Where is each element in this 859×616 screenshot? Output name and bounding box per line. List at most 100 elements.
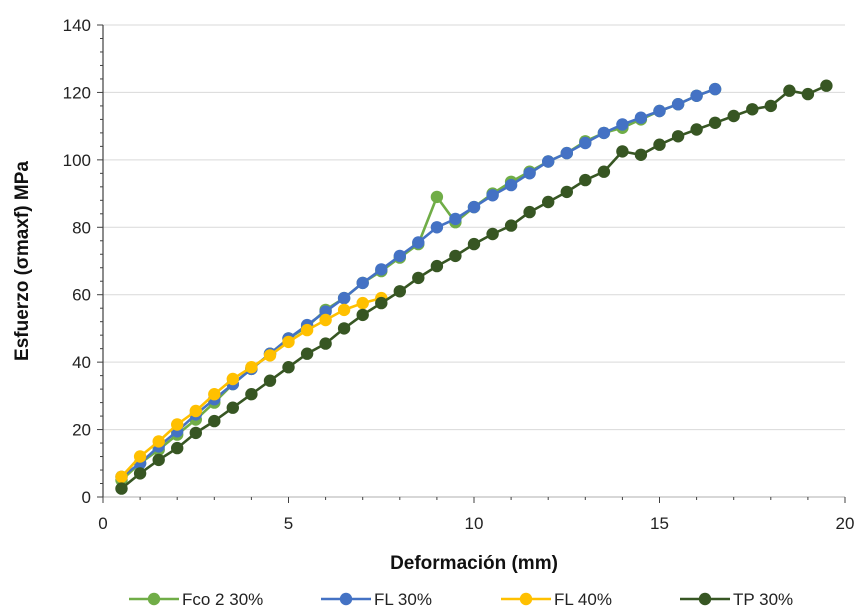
data-point [245,388,258,401]
data-point [560,146,573,160]
data-point [393,249,406,263]
data-point [801,87,815,101]
data-point [393,285,406,298]
x-tick-label: 10 [465,514,484,533]
data-point [467,237,481,251]
data-point [820,79,833,92]
legend-label: FL 30% [374,590,432,609]
data-point [430,190,444,204]
data-point [152,435,165,448]
data-point [282,361,295,374]
y-tick-label: 120 [63,83,91,102]
x-tick-label: 0 [98,514,107,533]
data-point [690,89,703,103]
tick-labels: 0 20 40 60 80 100 120 140 0 5 10 15 20 [63,16,855,533]
data-point [579,136,592,150]
data-point [133,450,147,463]
data-point [319,313,332,327]
data-point [171,418,184,431]
data-point [152,453,165,467]
y-tick-label: 60 [72,286,91,305]
data-point [449,212,462,226]
series-line [120,84,827,490]
data-point [467,200,481,214]
y-tick-label: 20 [72,421,91,440]
data-point [486,227,499,241]
x-tick-label: 15 [650,514,669,533]
data-point [783,84,796,97]
x-axis-title: Deformación (mm) [390,553,558,574]
data-point [115,482,128,495]
data-point [671,98,685,111]
data-point [634,148,648,161]
data-point [356,276,369,290]
data-point [523,205,536,219]
data-point [671,130,685,143]
legend-item: Fco 2 30% [129,590,263,609]
x-tick-label: 20 [836,514,855,533]
data-point [300,323,314,337]
data-point [430,259,444,273]
data-point [375,296,388,310]
y-axis-title: Esfuerzo (σmaxf) MPa [12,161,33,361]
grid [103,24,845,431]
y-tick-label: 100 [63,151,91,170]
data-point [708,116,722,129]
data-point [282,335,295,349]
data-point [189,426,202,440]
data-point [449,249,462,263]
legend-item: FL 40% [501,590,612,609]
data-point [375,263,388,276]
data-point [597,126,611,140]
data-point [486,189,499,202]
series-2 [115,291,388,483]
data-point [189,404,202,418]
legend: Fco 2 30% FL 30% FL 40% TP 30% [129,590,793,609]
data-point [356,308,369,322]
data-point [356,296,369,310]
data-point [523,167,536,180]
y-tick-label: 40 [72,353,91,372]
data-point [115,470,128,483]
data-point [412,236,425,249]
data-point [542,155,555,168]
legend-item: TP 30% [680,590,793,609]
data-point [690,123,703,136]
data-point [245,361,258,374]
data-point [412,271,425,285]
data-point [542,195,555,209]
y-tick-label: 80 [72,218,91,237]
data-point [133,467,147,480]
data-point [579,173,592,187]
legend-label: FL 40% [554,590,612,609]
data-point [430,221,444,234]
legend-swatch-marker [519,592,533,606]
data-point [727,109,740,123]
data-point [653,104,666,118]
data-point [560,185,573,199]
legend-swatch-marker [698,592,712,606]
data-point [263,349,277,362]
data-point [171,441,184,455]
data-point [208,388,221,401]
data-point [337,291,351,305]
y-tick-label: 140 [63,16,91,35]
y-tick-label: 0 [82,488,91,507]
data-point [337,322,351,335]
data-point [319,337,332,350]
data-point [504,178,518,192]
data-point [597,165,611,178]
data-point [300,347,314,360]
data-point [616,145,629,158]
x-tick-label: 5 [284,514,293,533]
data-point [337,303,351,317]
legend-label: Fco 2 30% [182,590,263,609]
data-point [226,372,239,386]
data-point [708,82,722,96]
data-point [208,414,221,428]
series [115,79,833,495]
data-point [653,138,666,151]
legend-item: FL 30% [321,590,432,609]
data-point [504,219,518,232]
